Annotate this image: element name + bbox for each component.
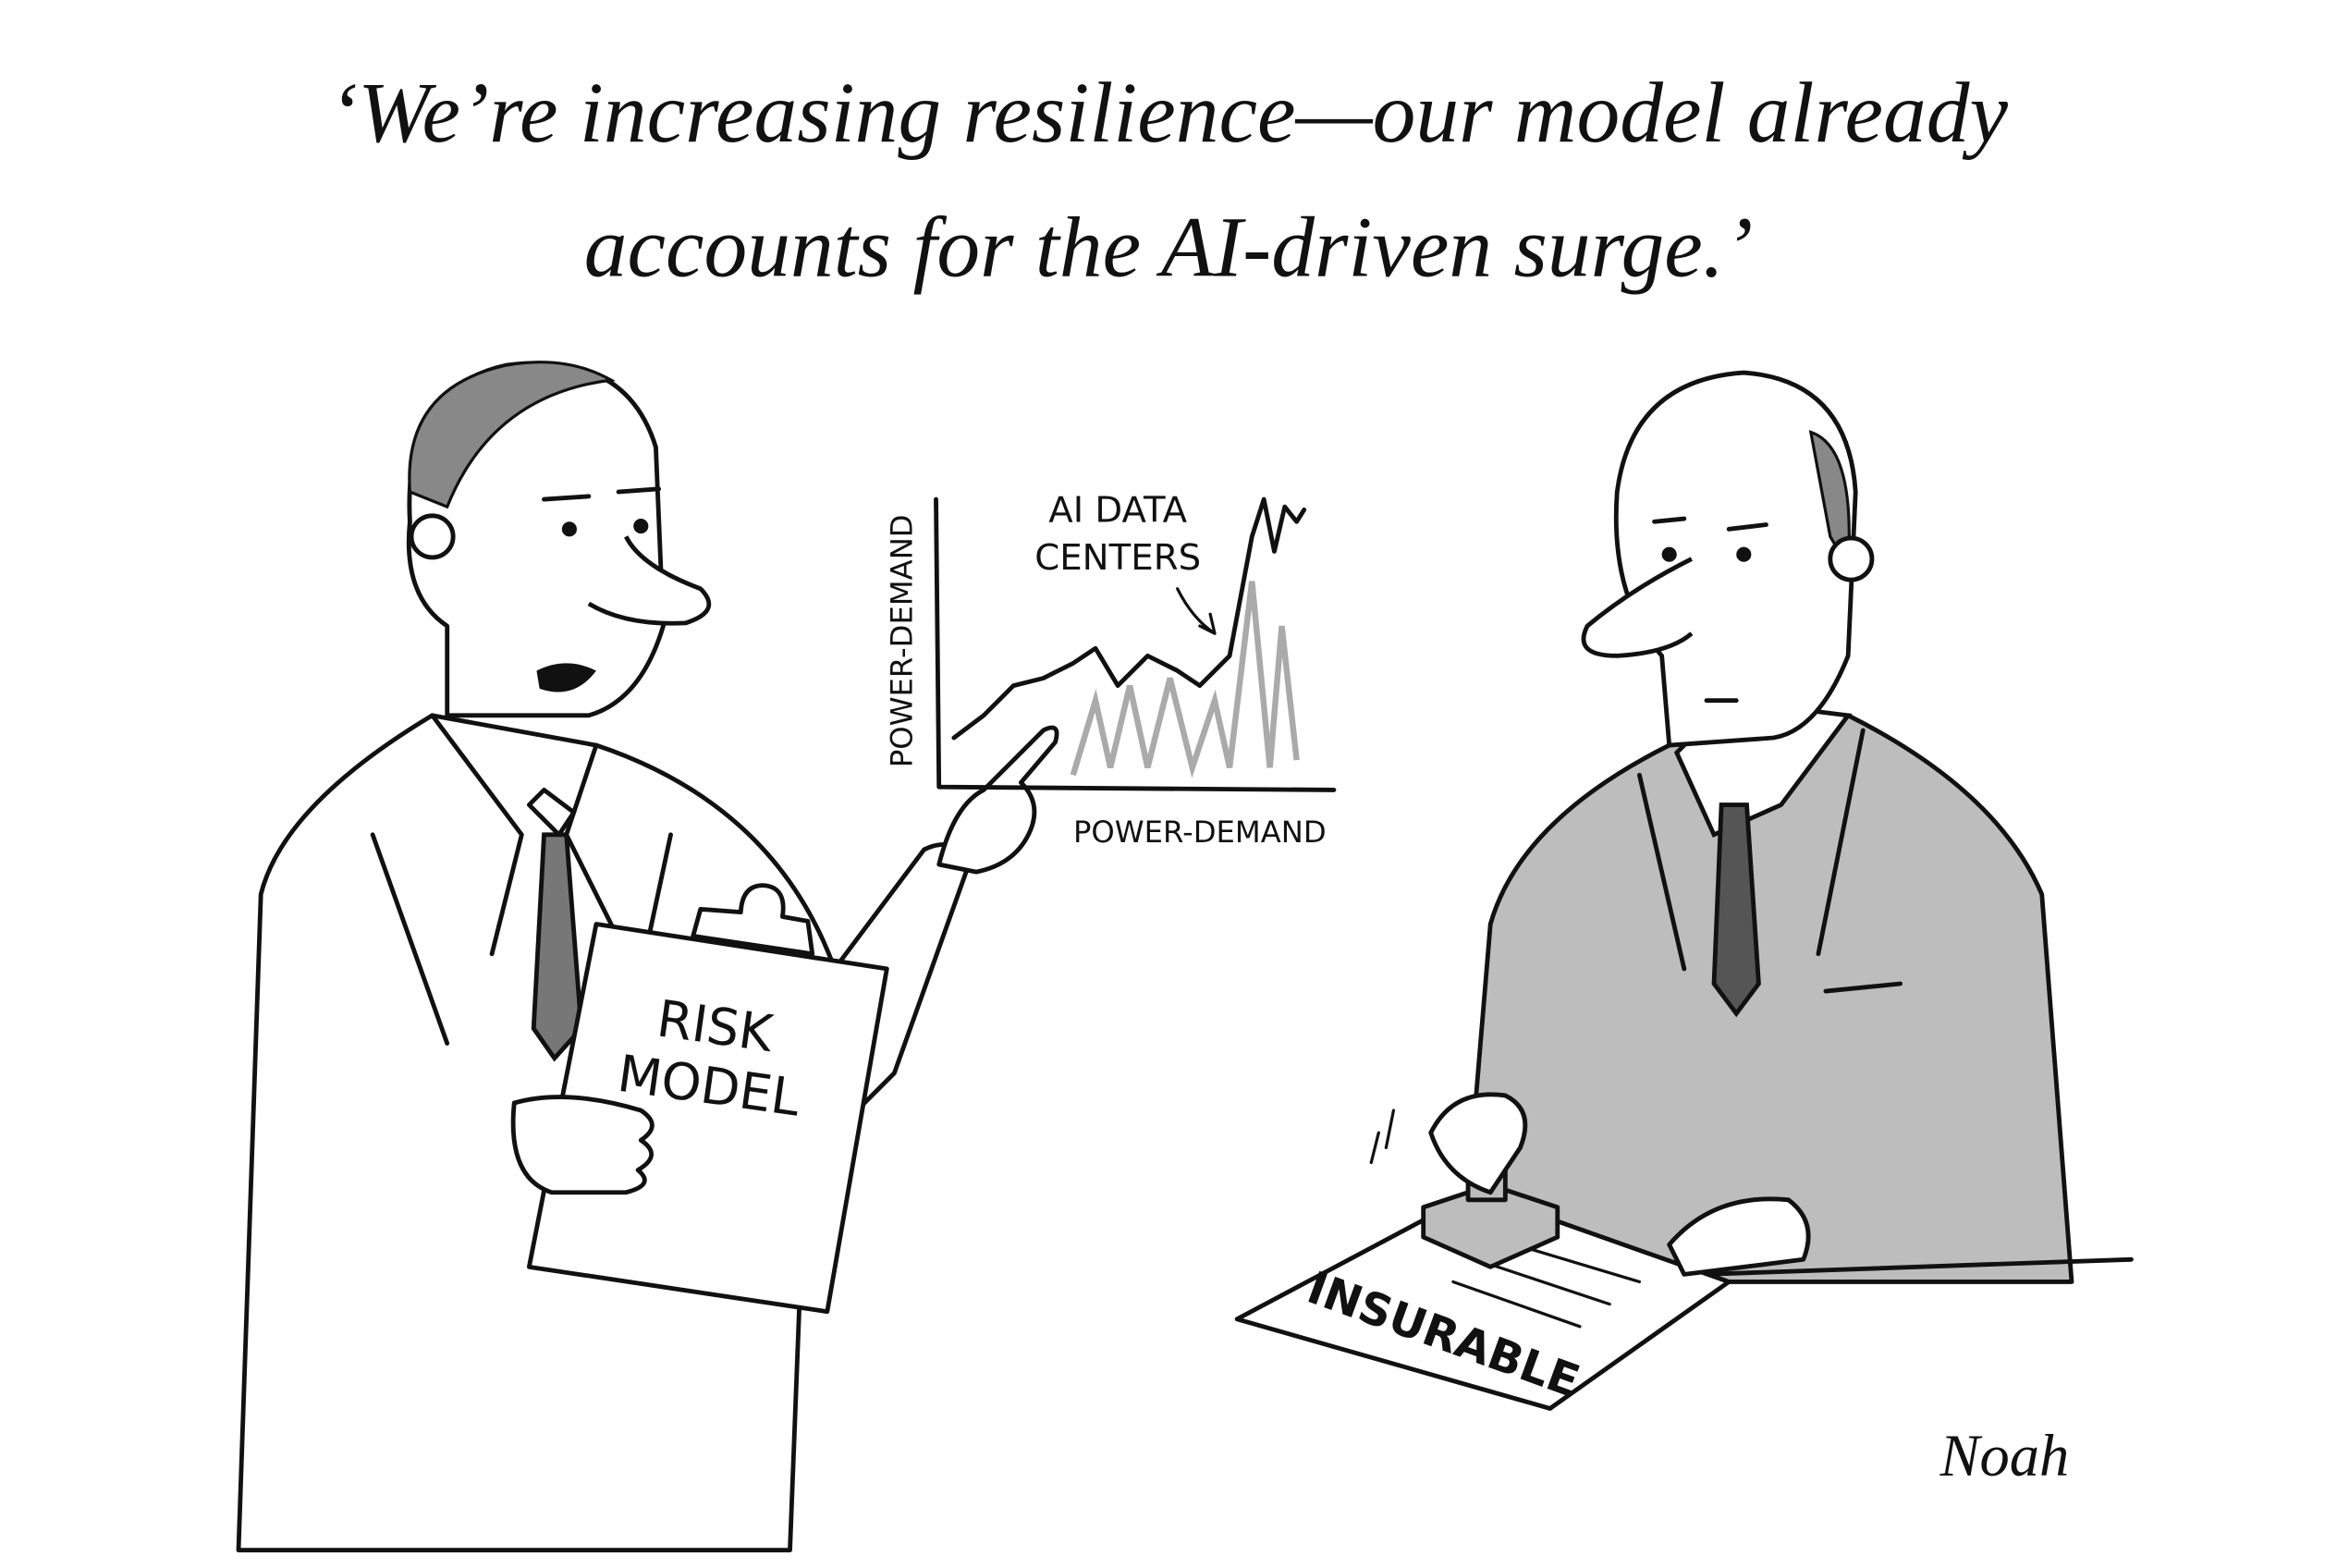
sketch-graph: AI DATA CENTERS POWER-DEMAND POWER-DEMAN… xyxy=(885,489,1337,850)
graph-y-label: POWER-DEMAND xyxy=(885,514,920,767)
right-man xyxy=(1458,370,2074,1284)
clipboard: RISK MODEL xyxy=(510,883,889,1315)
graph-annotation: CENTERS xyxy=(1034,537,1201,579)
graph-x-label: POWER-DEMAND xyxy=(1073,815,1327,850)
signature: Noah xyxy=(1939,1423,2070,1488)
caption-line: ‘We’re increasing resilience—our model a… xyxy=(329,66,2008,161)
graph-annotation: AI DATA xyxy=(1048,489,1187,531)
caption-line: accounts for the AI-driven surge.’ xyxy=(584,200,1754,295)
